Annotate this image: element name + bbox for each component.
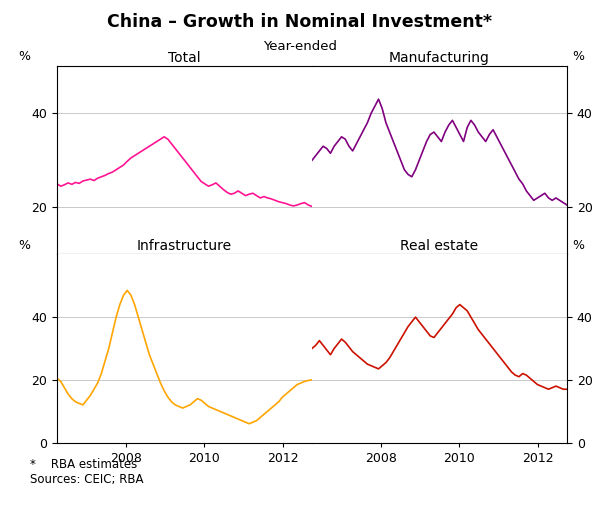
Title: Real estate: Real estate: [400, 239, 479, 253]
Title: Infrastructure: Infrastructure: [137, 239, 232, 253]
Text: Year-ended: Year-ended: [263, 40, 337, 53]
Title: Total: Total: [168, 51, 201, 65]
Text: %: %: [572, 50, 584, 64]
Text: %: %: [18, 238, 30, 252]
Text: *    RBA estimates
Sources: CEIC; RBA: * RBA estimates Sources: CEIC; RBA: [30, 458, 143, 487]
Text: %: %: [18, 50, 30, 64]
Title: Manufacturing: Manufacturing: [389, 51, 490, 65]
Text: China – Growth in Nominal Investment*: China – Growth in Nominal Investment*: [107, 13, 493, 31]
Text: %: %: [572, 238, 584, 252]
